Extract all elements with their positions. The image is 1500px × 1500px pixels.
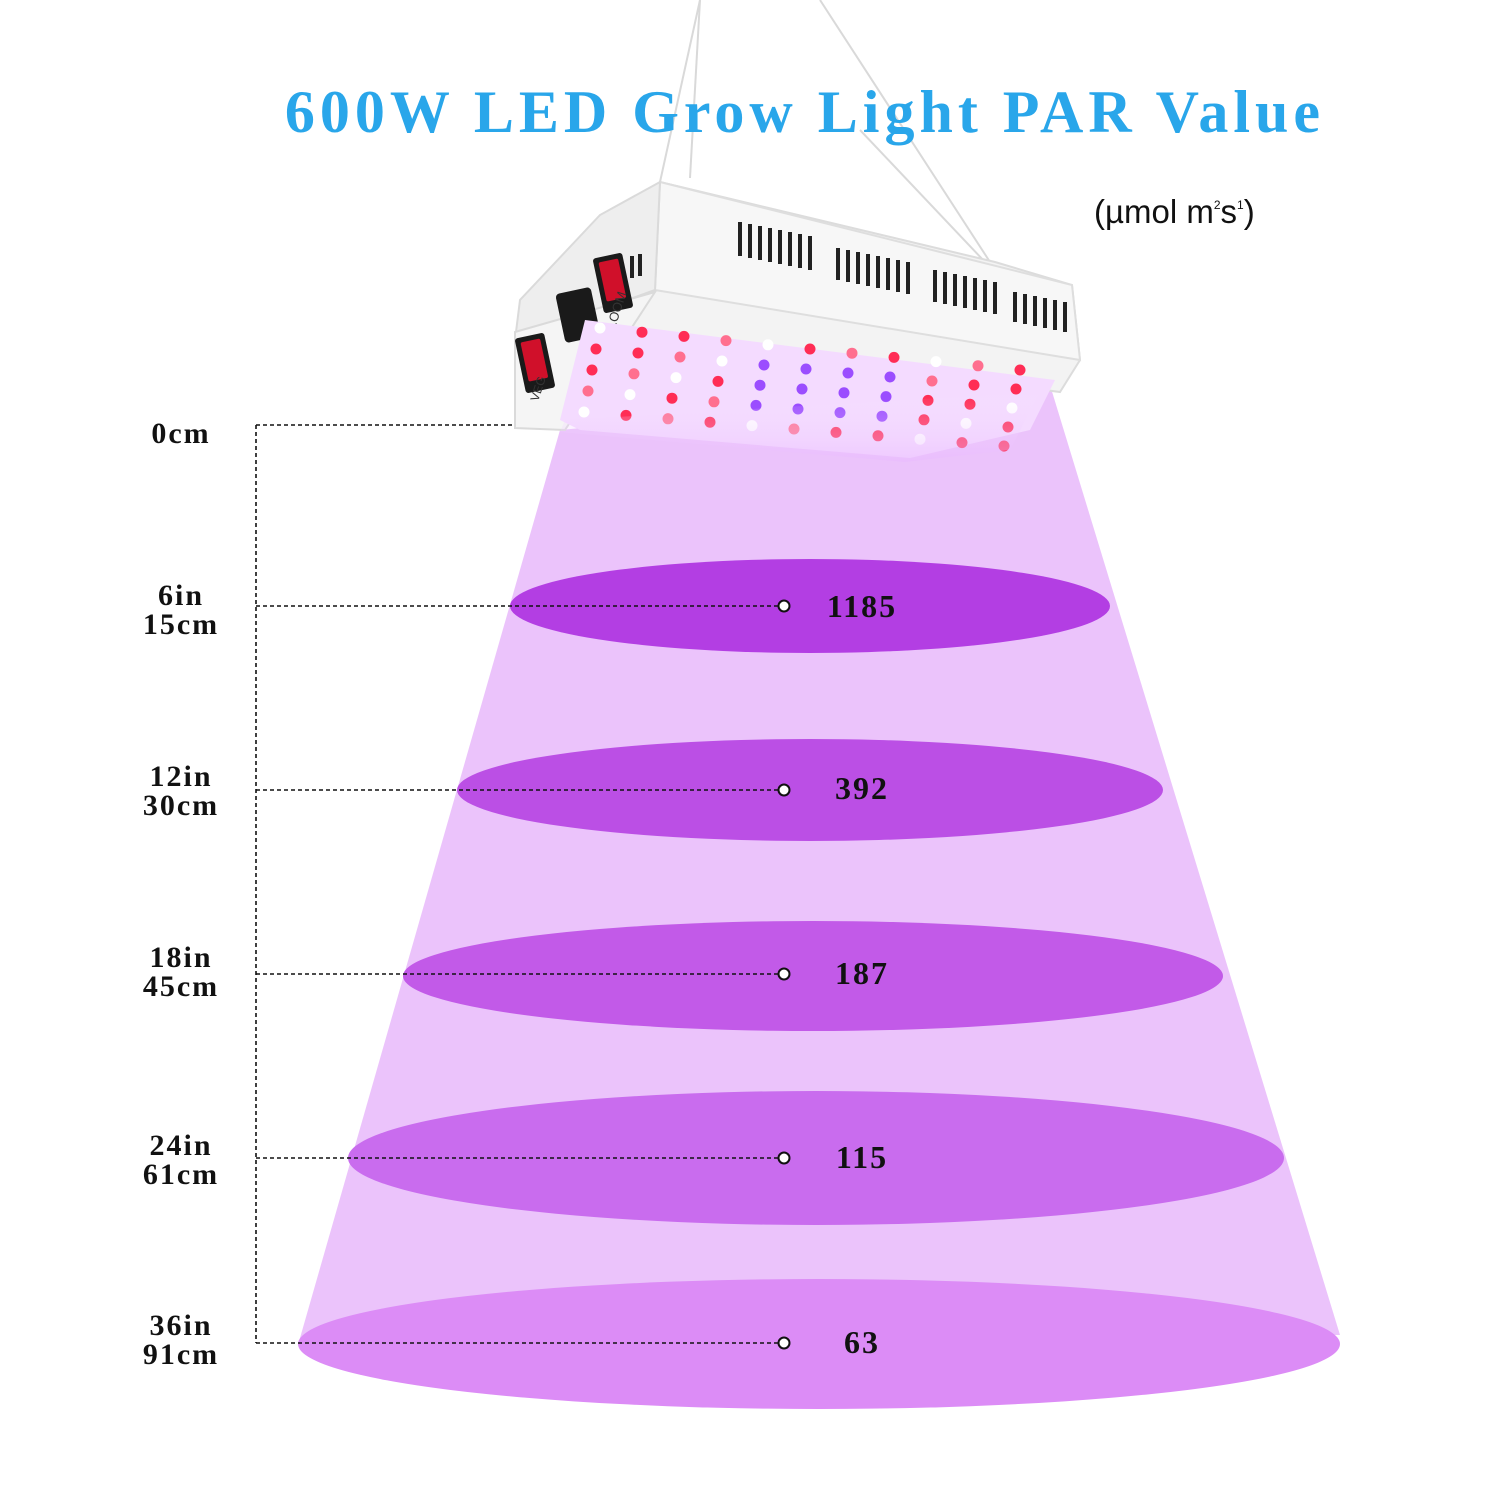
distance-label-91cm: 36in 91cm	[106, 1309, 256, 1371]
led-dot	[846, 347, 858, 359]
measure-point-91cm	[777, 1336, 791, 1350]
diagram-title: 600W LED Grow Light PAR Value	[284, 79, 1326, 145]
distance-cm: 45cm	[142, 970, 220, 1003]
led-dot	[1010, 383, 1022, 395]
led-dot	[582, 385, 594, 397]
par-ring-5	[298, 1279, 1340, 1409]
led-dot	[796, 383, 808, 395]
measure-point-45cm	[777, 967, 791, 981]
led-dot	[674, 351, 686, 363]
par-ring-2	[457, 739, 1163, 841]
par-value-30cm: 392	[835, 770, 889, 806]
par-value-61cm: 115	[835, 1139, 889, 1175]
hanging-wires	[659, 0, 991, 263]
measure-points	[777, 599, 791, 1350]
led-dot	[762, 339, 774, 351]
distance-cm: 91cm	[142, 1338, 220, 1371]
led-dot	[754, 379, 766, 391]
led-dot	[804, 343, 816, 355]
veg-switch-rocker	[520, 338, 548, 382]
distance-label-61cm: 24in 61cm	[106, 1129, 256, 1191]
measure-point-61cm	[777, 1151, 791, 1165]
distance-inches: 6in	[157, 579, 205, 612]
distance-cm: 0cm	[151, 417, 211, 450]
led-dot	[636, 326, 648, 338]
distance-label-0: 0cm	[106, 417, 256, 450]
distance-cm: 30cm	[142, 789, 220, 822]
led-dot	[838, 387, 850, 399]
grow-light-fixture: VEG BLOOM	[513, 180, 1082, 462]
distance-label-30cm: 12in 30cm	[106, 760, 256, 822]
led-dot	[670, 372, 682, 384]
distance-guides	[255, 424, 784, 1344]
bloom-switch-rocker	[598, 258, 626, 302]
led-dot	[594, 322, 606, 334]
led-dot	[800, 363, 812, 375]
led-dot	[586, 364, 598, 376]
led-dot	[888, 351, 900, 363]
led-dot	[628, 368, 640, 380]
led-dot	[968, 379, 980, 391]
led-dot	[712, 375, 724, 387]
led-dot	[930, 356, 942, 368]
led-dot	[720, 335, 732, 347]
led-dot	[842, 367, 854, 379]
led-dot	[708, 396, 720, 408]
distance-label-15cm: 6in 15cm	[106, 579, 256, 641]
led-dot	[884, 371, 896, 383]
par-ring-4	[348, 1091, 1284, 1225]
led-dot	[926, 375, 938, 387]
distance-inches: 24in	[149, 1129, 213, 1162]
measure-point-30cm	[777, 783, 791, 797]
distance-inches: 36in	[149, 1309, 213, 1342]
led-dot	[880, 391, 892, 403]
par-ring-1	[510, 559, 1110, 653]
distance-label-45cm: 18in 45cm	[106, 941, 256, 1003]
led-dot	[758, 359, 770, 371]
led-dot	[972, 360, 984, 372]
distance-cm: 61cm	[142, 1158, 220, 1191]
led-dot	[1014, 364, 1026, 376]
par-value-91cm: 63	[844, 1324, 880, 1360]
distance-inches: 18in	[149, 941, 213, 974]
led-dot	[750, 399, 762, 411]
led-dot	[716, 355, 728, 367]
led-dot	[624, 389, 636, 401]
par-ring-3	[403, 921, 1223, 1031]
par-value-15cm: 1185	[826, 588, 898, 624]
lamp-glow	[560, 392, 1040, 462]
led-dot	[578, 406, 590, 418]
par-value-45cm: 187	[835, 955, 889, 991]
led-dot	[678, 330, 690, 342]
measure-point-15cm	[777, 599, 791, 613]
led-dot	[590, 343, 602, 355]
unit-label: (µmol m2s1)	[1094, 193, 1255, 230]
led-dot	[666, 392, 678, 404]
distance-cm: 15cm	[142, 608, 220, 641]
led-dot	[632, 347, 644, 359]
vent-slots	[630, 222, 1067, 332]
distance-inches: 12in	[149, 760, 213, 793]
